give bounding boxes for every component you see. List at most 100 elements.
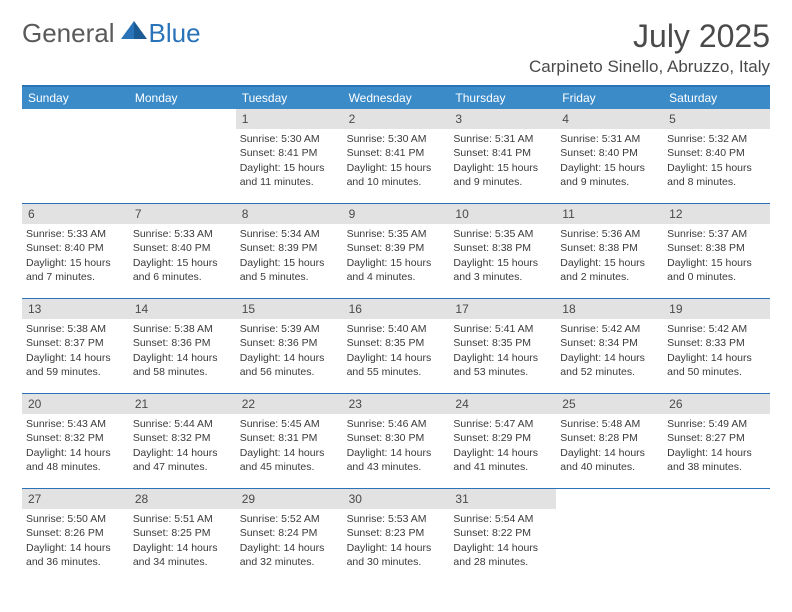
sunrise-text: Sunrise: 5:47 AM xyxy=(453,417,552,431)
location-text: Carpineto Sinello, Abruzzo, Italy xyxy=(529,57,770,77)
sunrise-text: Sunrise: 5:35 AM xyxy=(347,227,446,241)
day-cell: 28Sunrise: 5:51 AMSunset: 8:25 PMDayligh… xyxy=(129,489,236,583)
day-number: 29 xyxy=(236,489,343,509)
day-number: 13 xyxy=(22,299,129,319)
sunset-text: Sunset: 8:41 PM xyxy=(240,146,339,160)
sunrise-text: Sunrise: 5:48 AM xyxy=(560,417,659,431)
day-number: 20 xyxy=(22,394,129,414)
day-number: 22 xyxy=(236,394,343,414)
day-cell: 24 Sunrise: 5:47 AMSunset: 8:29 PMDayligh… xyxy=(449,394,556,488)
sunrise-text: Sunrise: 5:45 AM xyxy=(240,417,339,431)
sunrise-text: Sunrise: 5:34 AM xyxy=(240,227,339,241)
day-header-row: Sunday Monday Tuesday Wednesday Thursday… xyxy=(22,87,770,109)
sunset-text: Sunset: 8:38 PM xyxy=(560,241,659,255)
day-number: 10 xyxy=(449,204,556,224)
sunset-text: Sunset: 8:40 PM xyxy=(133,241,232,255)
daylight-text: and 8 minutes. xyxy=(667,175,766,189)
daylight-text: Daylight: 15 hours xyxy=(133,256,232,270)
day-number: 9 xyxy=(343,204,450,224)
day-cell: 9Sunrise: 5:35 AMSunset: 8:39 PMDaylight… xyxy=(343,204,450,298)
sunrise-text: Sunrise: 5:38 AM xyxy=(26,322,125,336)
sunset-text: Sunset: 8:28 PM xyxy=(560,431,659,445)
day-number: 23 xyxy=(343,394,450,414)
day-number: 5 xyxy=(663,109,770,129)
day-cell: 11Sunrise: 5:36 AMSunset: 8:38 PMDayligh… xyxy=(556,204,663,298)
day-number: 6 xyxy=(22,204,129,224)
daylight-text: and 48 minutes. xyxy=(26,460,125,474)
sunrise-text: Sunrise: 5:41 AM xyxy=(453,322,552,336)
sunset-text: Sunset: 8:29 PM xyxy=(453,431,552,445)
dayhead-tue: Tuesday xyxy=(236,87,343,109)
day-cell: 14Sunrise: 5:38 AMSunset: 8:36 PMDayligh… xyxy=(129,299,236,393)
day-cell: 3Sunrise: 5:31 AMSunset: 8:41 PMDaylight… xyxy=(449,109,556,203)
day-number: 21 xyxy=(129,394,236,414)
day-cell: 5Sunrise: 5:32 AMSunset: 8:40 PMDaylight… xyxy=(663,109,770,203)
day-number: 14 xyxy=(129,299,236,319)
day-number: 4 xyxy=(556,109,663,129)
sunset-text: Sunset: 8:36 PM xyxy=(133,336,232,350)
daylight-text: Daylight: 15 hours xyxy=(453,256,552,270)
daylight-text: and 52 minutes. xyxy=(560,365,659,379)
day-cell: 4Sunrise: 5:31 AMSunset: 8:40 PMDaylight… xyxy=(556,109,663,203)
daylight-text: Daylight: 15 hours xyxy=(240,161,339,175)
daylight-text: and 10 minutes. xyxy=(347,175,446,189)
title-block: July 2025 Carpineto Sinello, Abruzzo, It… xyxy=(529,18,770,77)
daylight-text: Daylight: 14 hours xyxy=(667,351,766,365)
day-cell: 12Sunrise: 5:37 AMSunset: 8:38 PMDayligh… xyxy=(663,204,770,298)
brand-logo: General Blue xyxy=(22,18,201,49)
sunset-text: Sunset: 8:40 PM xyxy=(667,146,766,160)
daylight-text: and 59 minutes. xyxy=(26,365,125,379)
day-cell: 29Sunrise: 5:52 AMSunset: 8:24 PMDayligh… xyxy=(236,489,343,583)
daylight-text: Daylight: 14 hours xyxy=(133,541,232,555)
day-cell: 13Sunrise: 5:38 AMSunset: 8:37 PMDayligh… xyxy=(22,299,129,393)
daylight-text: Daylight: 14 hours xyxy=(347,541,446,555)
sunset-text: Sunset: 8:22 PM xyxy=(453,526,552,540)
sunrise-text: Sunrise: 5:54 AM xyxy=(453,512,552,526)
sunrise-text: Sunrise: 5:32 AM xyxy=(667,132,766,146)
day-cell: 16Sunrise: 5:40 AMSunset: 8:35 PMDayligh… xyxy=(343,299,450,393)
sunset-text: Sunset: 8:36 PM xyxy=(240,336,339,350)
sunset-text: Sunset: 8:40 PM xyxy=(560,146,659,160)
sunset-text: Sunset: 8:31 PM xyxy=(240,431,339,445)
sunrise-text: Sunrise: 5:33 AM xyxy=(133,227,232,241)
sunrise-text: Sunrise: 5:40 AM xyxy=(347,322,446,336)
dayhead-fri: Friday xyxy=(556,87,663,109)
day-cell: 30Sunrise: 5:53 AMSunset: 8:23 PMDayligh… xyxy=(343,489,450,583)
day-number: 11 xyxy=(556,204,663,224)
daylight-text: and 2 minutes. xyxy=(560,270,659,284)
day-number: 24 xyxy=(449,394,556,414)
daylight-text: Daylight: 14 hours xyxy=(453,351,552,365)
day-number: 27 xyxy=(22,489,129,509)
sunset-text: Sunset: 8:25 PM xyxy=(133,526,232,540)
sunrise-text: Sunrise: 5:53 AM xyxy=(347,512,446,526)
daylight-text: and 6 minutes. xyxy=(133,270,232,284)
daylight-text: and 34 minutes. xyxy=(133,555,232,569)
daylight-text: Daylight: 14 hours xyxy=(453,446,552,460)
sunset-text: Sunset: 8:38 PM xyxy=(453,241,552,255)
daylight-text: and 4 minutes. xyxy=(347,270,446,284)
day-cell xyxy=(129,109,236,203)
daylight-text: Daylight: 14 hours xyxy=(26,446,125,460)
logo-triangle-icon xyxy=(121,19,147,39)
sunset-text: Sunset: 8:35 PM xyxy=(453,336,552,350)
daylight-text: Daylight: 15 hours xyxy=(347,256,446,270)
day-cell: 6Sunrise: 5:33 AMSunset: 8:40 PMDaylight… xyxy=(22,204,129,298)
daylight-text: and 56 minutes. xyxy=(240,365,339,379)
day-cell: 21Sunrise: 5:44 AMSunset: 8:32 PMDayligh… xyxy=(129,394,236,488)
daylight-text: Daylight: 14 hours xyxy=(133,351,232,365)
day-number: 2 xyxy=(343,109,450,129)
daylight-text: Daylight: 15 hours xyxy=(26,256,125,270)
day-number: 19 xyxy=(663,299,770,319)
day-cell: 31Sunrise: 5:54 AMSunset: 8:22 PMDayligh… xyxy=(449,489,556,583)
daylight-text: and 30 minutes. xyxy=(347,555,446,569)
day-cell: 1Sunrise: 5:30 AMSunset: 8:41 PMDaylight… xyxy=(236,109,343,203)
sunrise-text: Sunrise: 5:44 AM xyxy=(133,417,232,431)
day-cell: 17Sunrise: 5:41 AMSunset: 8:35 PMDayligh… xyxy=(449,299,556,393)
day-cell: 15Sunrise: 5:39 AMSunset: 8:36 PMDayligh… xyxy=(236,299,343,393)
day-number: 7 xyxy=(129,204,236,224)
day-cell: 26Sunrise: 5:49 AMSunset: 8:27 PMDayligh… xyxy=(663,394,770,488)
sunset-text: Sunset: 8:37 PM xyxy=(26,336,125,350)
daylight-text: and 7 minutes. xyxy=(26,270,125,284)
sunrise-text: Sunrise: 5:50 AM xyxy=(26,512,125,526)
sunset-text: Sunset: 8:33 PM xyxy=(667,336,766,350)
